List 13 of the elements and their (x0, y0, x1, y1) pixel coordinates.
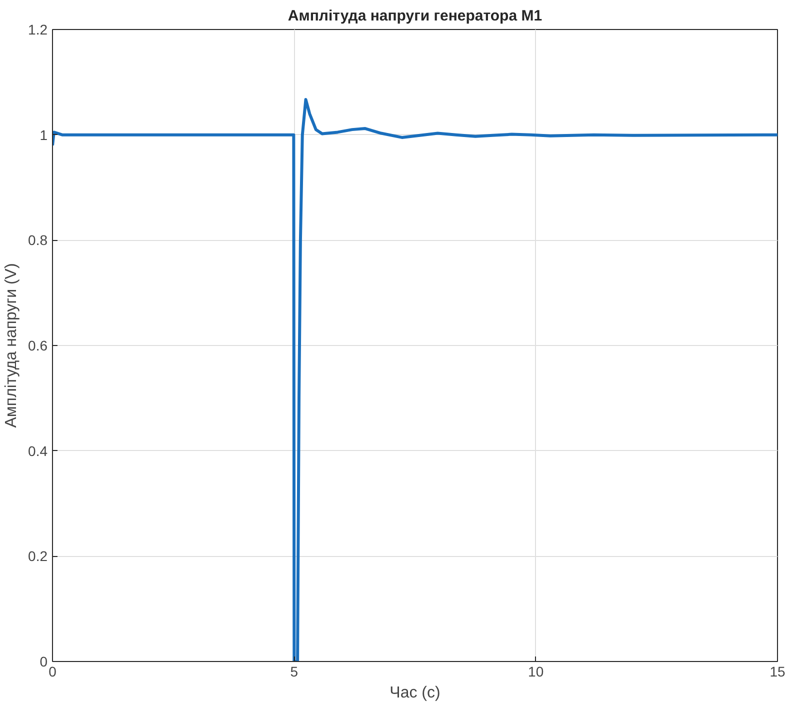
y-tick-label: 0.8 (28, 232, 48, 248)
x-axis-title: Час (c) (390, 684, 440, 702)
y-tick-label: 1.2 (28, 22, 48, 38)
x-tick-label: 5 (290, 664, 298, 680)
x-tick-label: 10 (528, 664, 544, 680)
y-tick-label: 0 (40, 654, 48, 670)
y-axis-title: Амплітуда напруги (V) (3, 263, 20, 428)
y-tick-label: 0.4 (28, 442, 48, 459)
y-tick-label: 0.6 (28, 338, 48, 354)
x-tick-label: 15 (770, 664, 786, 680)
chart-title: Амплітуда напруги генератора M1 (288, 8, 542, 24)
y-tick-label: 0.2 (28, 548, 48, 564)
y-tick-label: 1 (40, 126, 48, 143)
